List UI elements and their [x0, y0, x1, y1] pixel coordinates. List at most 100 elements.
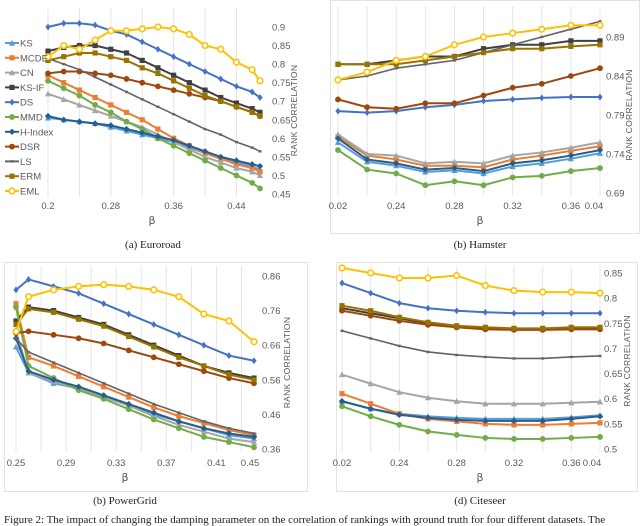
series-line — [341, 304, 600, 330]
series-dsr — [13, 328, 257, 387]
x-tick-label: 0.41 — [207, 458, 226, 469]
square-marker — [186, 80, 192, 86]
dash-marker — [156, 105, 160, 108]
square-marker — [597, 143, 603, 149]
y-tick-label: 0.8 — [604, 294, 617, 305]
diamond-marker — [100, 392, 107, 399]
diamond-marker — [422, 166, 429, 173]
x-tick-label: 0.28 — [447, 458, 466, 469]
open-circle-marker — [185, 30, 193, 39]
x-axis-label: β — [148, 214, 155, 227]
square-marker — [13, 318, 19, 324]
dash-marker — [340, 329, 344, 333]
circle-marker — [335, 96, 341, 103]
diamond-marker — [76, 118, 83, 125]
star-marker — [92, 21, 98, 29]
square-marker — [451, 53, 458, 60]
legend-item: KS-IF — [5, 83, 44, 94]
circle-marker — [453, 432, 460, 438]
star-marker — [249, 88, 255, 96]
square-marker — [339, 391, 345, 397]
series-line — [341, 392, 601, 426]
y-tick-label: 0.85 — [604, 269, 623, 280]
triangle-marker — [424, 394, 432, 401]
open-circle-marker — [338, 264, 346, 272]
open-circle-marker — [248, 66, 256, 74]
circle-marker — [75, 387, 82, 394]
diamond-marker — [568, 415, 575, 423]
square-marker — [568, 43, 574, 49]
x-tick-label: 0.28 — [445, 201, 464, 212]
dash-marker — [10, 160, 14, 163]
square-marker — [364, 61, 370, 67]
star-marker — [364, 109, 370, 117]
circle-marker — [92, 102, 99, 108]
square-marker — [126, 394, 132, 400]
series-h-index — [334, 135, 604, 175]
square-marker — [171, 78, 177, 84]
y-tick-label: 0.46 — [262, 410, 281, 421]
triangle-marker — [568, 399, 575, 406]
star-marker — [126, 310, 132, 318]
square-marker — [101, 323, 107, 329]
square-marker — [539, 46, 545, 52]
star-marker — [233, 82, 240, 90]
diamond-marker — [509, 160, 516, 167]
diamond-marker — [334, 135, 342, 142]
circle-marker — [45, 77, 51, 84]
star-marker — [202, 68, 208, 75]
legend-label: MCDE — [20, 53, 48, 64]
dash-marker — [127, 392, 131, 395]
diamond-marker — [367, 405, 374, 412]
square-marker — [568, 38, 574, 44]
legend-item: DSR — [5, 142, 40, 153]
square-marker — [454, 323, 460, 329]
legend-label: DS — [20, 98, 33, 109]
circle-marker — [393, 105, 400, 112]
square-marker — [597, 38, 603, 44]
diamond-marker — [539, 417, 546, 425]
series-ds — [13, 276, 257, 365]
open-circle-marker — [225, 317, 233, 325]
open-circle-marker — [450, 41, 459, 49]
open-circle-marker — [392, 56, 400, 65]
dash-marker — [93, 75, 97, 79]
y-axis-label: RANK CORRELATION — [622, 315, 632, 407]
square-marker — [13, 301, 19, 307]
series-ls — [46, 57, 262, 153]
series-line — [341, 405, 601, 440]
circle-marker — [139, 79, 146, 86]
triangle-marker — [201, 153, 209, 160]
square-marker — [226, 427, 232, 433]
square-marker — [50, 309, 57, 315]
legend-label: DSR — [20, 142, 40, 153]
dash-marker — [540, 35, 544, 39]
legend: KS MCDE CN KS-IF DS MMD H-Index DSR LS ERM EML — [5, 39, 54, 198]
legend-item: MMD — [5, 113, 43, 124]
series-line — [341, 282, 600, 315]
star-marker — [539, 94, 545, 102]
square-marker — [339, 303, 345, 309]
diamond-marker — [175, 418, 183, 425]
diamond-marker — [201, 148, 209, 155]
y-tick-label: 0.75 — [604, 319, 623, 330]
star-marker — [597, 309, 603, 317]
square-marker — [511, 422, 517, 428]
square-marker — [92, 50, 98, 56]
series-line — [341, 400, 601, 422]
dash-marker — [483, 355, 487, 359]
circle-marker — [13, 304, 19, 311]
circle-marker — [367, 312, 374, 319]
open-circle-marker — [175, 293, 183, 301]
dash-marker — [27, 350, 31, 354]
star-marker — [45, 23, 51, 31]
series-ds — [339, 279, 603, 317]
open-circle-marker — [538, 25, 546, 33]
open-circle-marker — [200, 310, 208, 318]
open-circle-marker — [395, 274, 403, 282]
open-circle-marker — [125, 282, 133, 290]
triangle-marker — [338, 371, 346, 378]
diamond-marker — [256, 162, 264, 170]
series-line — [337, 149, 601, 187]
circle-marker — [597, 65, 603, 72]
